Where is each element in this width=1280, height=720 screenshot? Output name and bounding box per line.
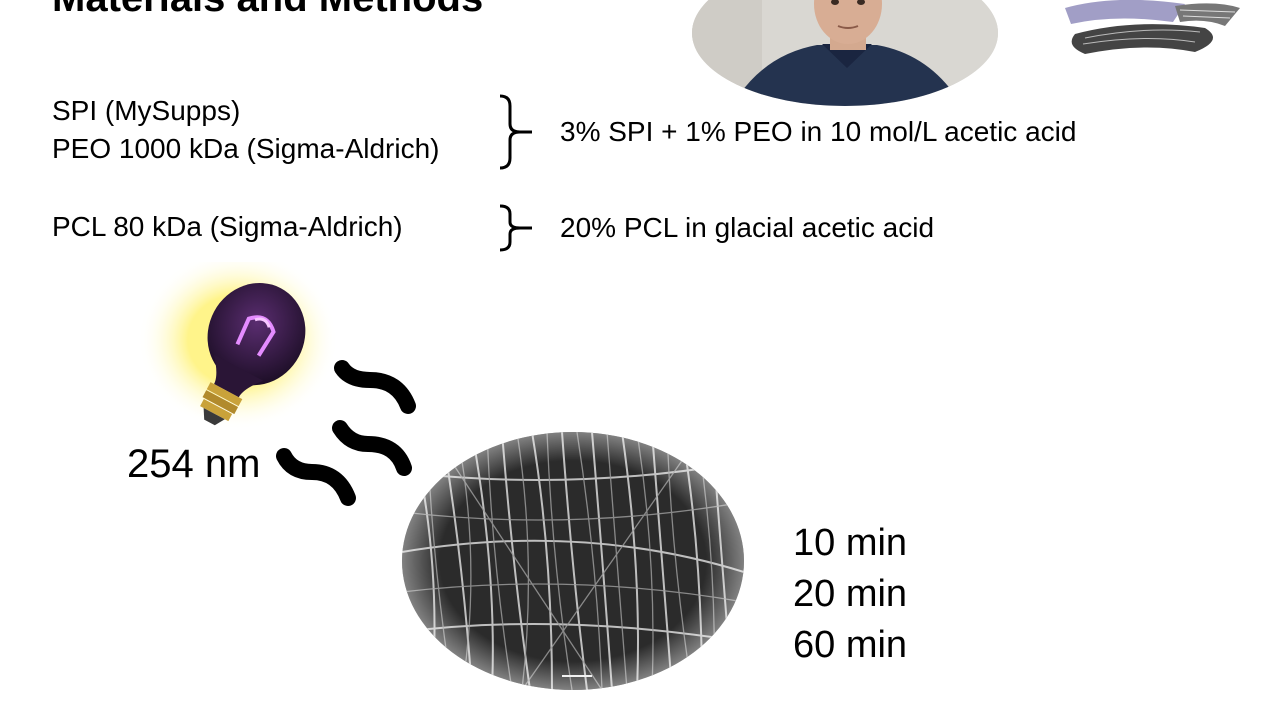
time-60: 60 min xyxy=(793,624,908,666)
webcam-presenter xyxy=(692,0,998,106)
material-peo: PEO 1000 kDa (Sigma-Aldrich) xyxy=(52,133,440,164)
material-spi: SPI (MySupps) xyxy=(52,95,241,126)
wavelength-label: 254 nm xyxy=(127,442,261,486)
slide-title: Materials and Methods xyxy=(52,0,483,21)
material-pcl: PCL 80 kDa (Sigma-Aldrich) xyxy=(52,211,403,242)
time-20: 20 min xyxy=(793,573,908,615)
solution-spi-peo: 3% SPI + 1% PEO in 10 mol/L acetic acid xyxy=(560,116,1077,147)
bracket-icon xyxy=(499,94,532,170)
time-10: 10 min xyxy=(793,522,908,564)
corner-logo xyxy=(1065,0,1240,54)
radiation-wave-icon xyxy=(276,360,416,506)
uv-lamp-icon xyxy=(138,262,338,430)
solution-pcl: 20% PCL in glacial acetic acid xyxy=(560,212,935,243)
bracket-icon xyxy=(499,204,532,252)
exposure-times: 10 min 20 min 60 min xyxy=(793,518,907,671)
sem-fiber-image xyxy=(402,432,744,690)
